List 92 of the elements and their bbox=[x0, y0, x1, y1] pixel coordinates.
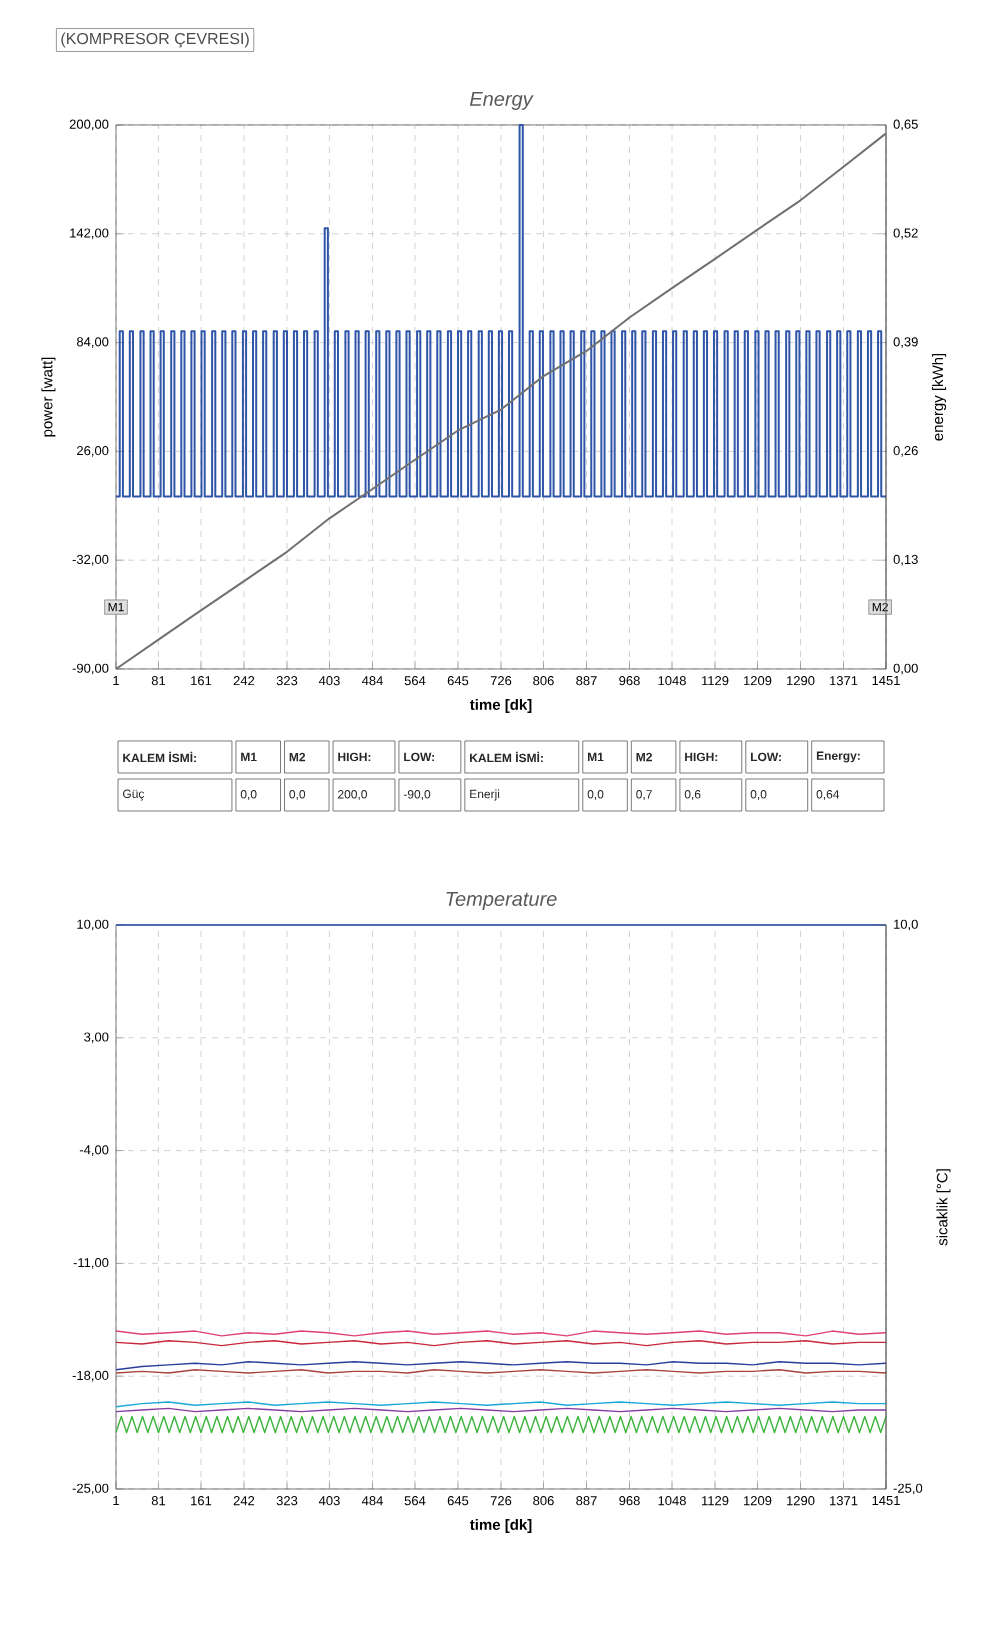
x-tick-label: 484 bbox=[361, 1496, 383, 1506]
x-tick-label: 1451 bbox=[872, 1496, 900, 1506]
x-tick-label: 1048 bbox=[658, 676, 686, 686]
y-tick-label: -90,00 bbox=[72, 663, 109, 675]
y2-tick-label: 10,0 bbox=[894, 919, 918, 931]
text: KALEM İSMİ: bbox=[123, 751, 196, 763]
x-tick-label: 484 bbox=[361, 676, 383, 686]
text: LOW: bbox=[404, 752, 434, 762]
chart-title: Temperature bbox=[446, 892, 557, 910]
y2-tick-label: 0,13 bbox=[893, 554, 918, 566]
x-tick-label: 323 bbox=[276, 1496, 298, 1506]
y-tick-label: -25,00 bbox=[72, 1483, 109, 1495]
text: 0,7 bbox=[636, 790, 652, 800]
chart-title: (KOMPRESOR ÇEVRESI) bbox=[61, 32, 249, 48]
line-series bbox=[115, 1360, 887, 1371]
y-tick-label: -18,00 bbox=[72, 1370, 109, 1382]
x-tick-label: 403 bbox=[318, 1496, 340, 1506]
x-tick-label: 1209 bbox=[744, 676, 772, 686]
x-tick-label: 968 bbox=[619, 1496, 640, 1506]
text: M1 bbox=[588, 752, 604, 762]
x-tick-label: 1209 bbox=[744, 1496, 772, 1506]
x-tick-label: 645 bbox=[447, 676, 469, 686]
x-tick-label: 1371 bbox=[830, 676, 858, 686]
x-tick-label: 81 bbox=[151, 1496, 166, 1506]
text: 200,0 bbox=[338, 790, 368, 800]
x-tick-label: 645 bbox=[447, 1496, 469, 1506]
x-tick-label: 1129 bbox=[702, 1496, 729, 1506]
text: 0,6 bbox=[684, 790, 701, 800]
y-tick-label: 84,00 bbox=[76, 337, 109, 348]
text: KALEM İSMİ: bbox=[470, 751, 543, 763]
x-tick-label: 1 bbox=[113, 676, 119, 685]
y2-tick-label: 0,00 bbox=[893, 663, 918, 675]
text: HIGH: bbox=[338, 752, 371, 762]
text: Energy: bbox=[816, 751, 860, 763]
chart-subtitle: Energy bbox=[469, 92, 534, 110]
y2-axis-title: sicaklik [°C] bbox=[936, 1169, 951, 1246]
x-tick-label: 806 bbox=[533, 1496, 554, 1506]
x-tick-label: 1129 bbox=[702, 676, 729, 686]
x-tick-label: 242 bbox=[233, 1496, 255, 1506]
y2-tick-label: -25,0 bbox=[893, 1483, 923, 1495]
x-tick-label: 726 bbox=[490, 676, 512, 686]
x-axis-title: time [dk] bbox=[469, 1519, 532, 1533]
x-tick-label: 323 bbox=[276, 676, 298, 686]
y2-axis-title: energy [kWh] bbox=[932, 353, 947, 441]
line-series bbox=[115, 123, 888, 498]
y-tick-label: 200,00 bbox=[69, 119, 109, 131]
x-tick-label: 887 bbox=[576, 1496, 597, 1506]
x-tick-label: 1290 bbox=[787, 1496, 815, 1506]
y-tick-label: 26,00 bbox=[77, 446, 109, 457]
text: M1 bbox=[241, 752, 257, 762]
y2-tick-label: 0,65 bbox=[893, 119, 918, 131]
text: -90,0 bbox=[403, 790, 431, 800]
y-tick-label: 3,00 bbox=[84, 1032, 109, 1044]
text: 0,0 bbox=[587, 790, 604, 800]
x-tick-label: 806 bbox=[533, 676, 554, 686]
x-tick-label: 242 bbox=[233, 676, 255, 686]
y2-tick-label: 0,39 bbox=[893, 337, 918, 348]
x-tick-label: 403 bbox=[318, 676, 340, 686]
y2-tick-label: 0,26 bbox=[893, 446, 918, 457]
text: 0,0 bbox=[750, 790, 767, 800]
x-tick-label: 1048 bbox=[658, 1496, 686, 1506]
x-axis-title: time [dk] bbox=[469, 699, 532, 713]
text: 0,0 bbox=[289, 790, 306, 800]
text: LOW: bbox=[751, 752, 781, 762]
annotation: M2 bbox=[872, 602, 888, 612]
x-tick-label: 1 bbox=[113, 1496, 119, 1505]
x-tick-label: 1451 bbox=[872, 676, 900, 686]
text: 0,64 bbox=[816, 790, 840, 800]
x-tick-label: 161 bbox=[191, 1496, 212, 1506]
text: Enerji bbox=[470, 789, 500, 801]
text: 0,0 bbox=[240, 790, 257, 800]
y-tick-label: -11,00 bbox=[73, 1258, 109, 1269]
x-tick-label: 1371 bbox=[830, 1496, 858, 1506]
y-tick-label: 10,00 bbox=[77, 919, 109, 931]
x-tick-label: 1290 bbox=[787, 676, 815, 686]
y-tick-label: -4,00 bbox=[79, 1145, 109, 1156]
x-tick-label: 564 bbox=[404, 1496, 426, 1506]
text: HIGH: bbox=[685, 752, 718, 762]
y-tick-label: 142,00 bbox=[70, 228, 109, 240]
text: Güç bbox=[123, 789, 145, 801]
y2-tick-label: 0,52 bbox=[893, 228, 918, 240]
x-tick-label: 887 bbox=[576, 676, 597, 686]
x-tick-label: 161 bbox=[191, 676, 212, 686]
x-tick-label: 81 bbox=[151, 676, 166, 686]
x-tick-label: 968 bbox=[619, 676, 640, 686]
text: M2 bbox=[289, 752, 306, 762]
x-tick-label: 564 bbox=[404, 676, 426, 686]
annotation: M1 bbox=[108, 602, 124, 612]
y-tick-label: -32,00 bbox=[72, 554, 109, 566]
text: M2 bbox=[636, 752, 652, 762]
y-axis-title: power [watt] bbox=[41, 357, 56, 437]
x-tick-label: 726 bbox=[490, 1496, 512, 1506]
